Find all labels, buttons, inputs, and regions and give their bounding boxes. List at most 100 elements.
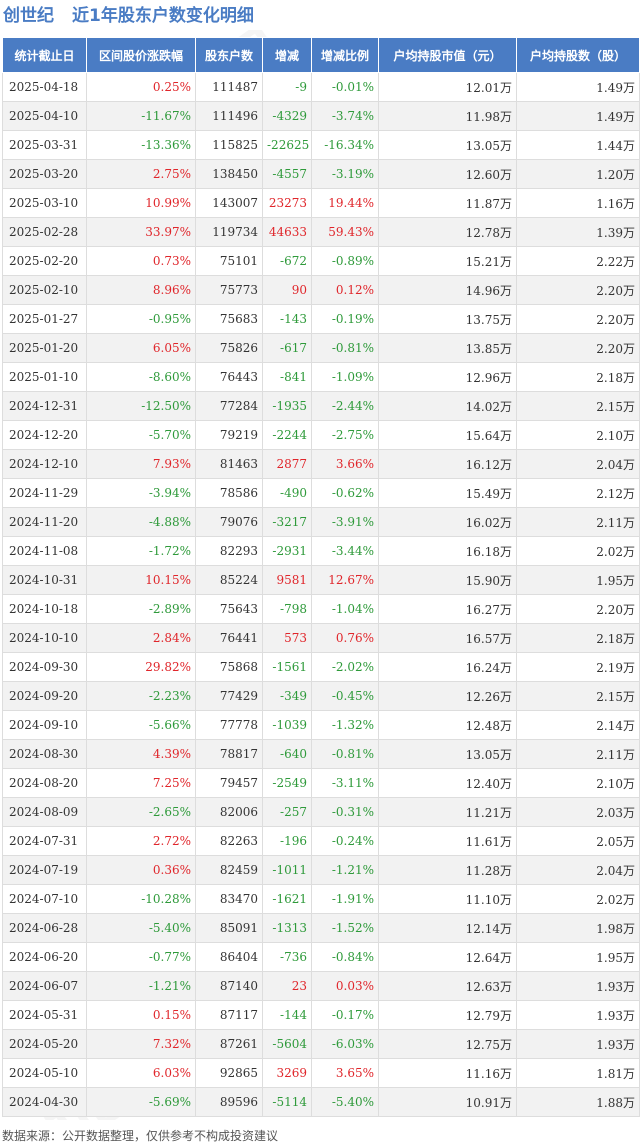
cell-change-ratio: -0.62% [311, 478, 379, 508]
table-row: 2025-02-28 33.97% 119734 44633 59.43% 12.78万 1… [2, 217, 640, 247]
table-row: 2024-09-10 -5.66% 77778 -1039 -1.32% 12.48万 2.… [2, 710, 640, 740]
cell-change-ratio: -0.81% [311, 739, 379, 769]
cell-avg-shares: 2.11万 [516, 739, 640, 769]
cell-date: 2024-09-30 [2, 652, 87, 682]
cell-date: 2024-08-09 [2, 797, 87, 827]
cell-change-ratio: 0.12% [311, 275, 379, 305]
cell-price-change: -3.94% [86, 478, 196, 508]
col-header-date[interactable]: 统计截止日 [2, 37, 87, 73]
table-row: 2024-07-19 0.36% 82459 -1011 -1.21% 11.28万 2.0… [2, 855, 640, 885]
cell-change-ratio: 3.66% [311, 449, 379, 479]
cell-date: 2024-07-10 [2, 884, 87, 914]
col-header-price-change[interactable]: 区间股价涨跌幅 [86, 37, 196, 73]
cell-holders: 86404 [195, 942, 263, 972]
cell-holders: 79457 [195, 768, 263, 798]
cell-date: 2024-08-20 [2, 768, 87, 798]
cell-price-change: -5.66% [86, 710, 196, 740]
table-row: 2025-01-10 -8.60% 76443 -841 -1.09% 12.96万 2.1… [2, 362, 640, 392]
cell-change: -22625 [262, 130, 312, 160]
cell-change: 44633 [262, 217, 312, 247]
cell-avg-value: 15.90万 [378, 565, 517, 595]
cell-holders: 82263 [195, 826, 263, 856]
cell-change: -1935 [262, 391, 312, 421]
cell-avg-shares: 1.93万 [516, 971, 640, 1001]
cell-change-ratio: -3.44% [311, 536, 379, 566]
cell-price-change: -4.88% [86, 507, 196, 537]
cell-holders: 75826 [195, 333, 263, 363]
cell-avg-value: 15.49万 [378, 478, 517, 508]
cell-holders: 77778 [195, 710, 263, 740]
shareholder-table: 统计截止日 区间股价涨跌幅 股东户数 增减 增减比例 户均持股市值（元） 户均持… [2, 37, 640, 1117]
table-row: 2025-02-20 0.73% 75101 -672 -0.89% 15.21万 2.22… [2, 246, 640, 276]
cell-avg-value: 14.96万 [378, 275, 517, 305]
cell-date: 2024-06-07 [2, 971, 87, 1001]
table-row: 2025-03-10 10.99% 143007 23273 19.44% 11.87万 1… [2, 188, 640, 218]
col-header-avg-value[interactable]: 户均持股市值（元） [378, 37, 517, 73]
cell-avg-value: 11.28万 [378, 855, 517, 885]
cell-avg-value: 12.60万 [378, 159, 517, 189]
table-row: 2024-06-07 -1.21% 87140 23 0.03% 12.63万 1.93万 [2, 971, 640, 1001]
cell-avg-shares: 2.20万 [516, 333, 640, 363]
cell-change-ratio: -0.45% [311, 681, 379, 711]
cell-change: -1621 [262, 884, 312, 914]
cell-holders: 85224 [195, 565, 263, 595]
cell-date: 2024-09-10 [2, 710, 87, 740]
cell-change: -490 [262, 478, 312, 508]
cell-price-change: 0.73% [86, 246, 196, 276]
cell-avg-value: 12.40万 [378, 768, 517, 798]
cell-avg-shares: 2.05万 [516, 826, 640, 856]
cell-change-ratio: -2.75% [311, 420, 379, 450]
cell-avg-value: 16.24万 [378, 652, 517, 682]
cell-holders: 115825 [195, 130, 263, 160]
table-body: 2025-04-18 0.25% 111487 -9 -0.01% 12.01万 1.49万… [2, 72, 640, 1117]
cell-change-ratio: -6.03% [311, 1029, 379, 1059]
cell-date: 2024-09-20 [2, 681, 87, 711]
cell-price-change: 29.82% [86, 652, 196, 682]
cell-change-ratio: -0.01% [311, 72, 379, 102]
table-row: 2024-07-10 -10.28% 83470 -1621 -1.91% 11.10万 2… [2, 884, 640, 914]
cell-change-ratio: -16.34% [311, 130, 379, 160]
cell-avg-value: 12.64万 [378, 942, 517, 972]
cell-avg-value: 13.05万 [378, 739, 517, 769]
table-row: 2024-08-30 4.39% 78817 -640 -0.81% 13.05万 2.11… [2, 739, 640, 769]
cell-change-ratio: -1.04% [311, 594, 379, 624]
cell-change: -1561 [262, 652, 312, 682]
cell-date: 2024-05-20 [2, 1029, 87, 1059]
cell-avg-value: 11.98万 [378, 101, 517, 131]
table-row: 2024-09-20 -2.23% 77429 -349 -0.45% 12.26万 2.1… [2, 681, 640, 711]
cell-avg-value: 12.78万 [378, 217, 517, 247]
cell-change-ratio: -1.91% [311, 884, 379, 914]
cell-holders: 75101 [195, 246, 263, 276]
col-header-change-ratio[interactable]: 增减比例 [311, 37, 379, 73]
cell-date: 2025-03-31 [2, 130, 87, 160]
cell-price-change: -10.28% [86, 884, 196, 914]
cell-change: 90 [262, 275, 312, 305]
cell-change-ratio: -3.19% [311, 159, 379, 189]
table-row: 2024-05-20 7.32% 87261 -5604 -6.03% 12.75万 1.9… [2, 1029, 640, 1059]
cell-change: -1313 [262, 913, 312, 943]
col-header-holders[interactable]: 股东户数 [195, 37, 263, 73]
cell-price-change: 0.36% [86, 855, 196, 885]
cell-price-change: -11.67% [86, 101, 196, 131]
cell-price-change: -2.65% [86, 797, 196, 827]
cell-avg-shares: 2.02万 [516, 884, 640, 914]
cell-change-ratio: 12.67% [311, 565, 379, 595]
cell-holders: 81463 [195, 449, 263, 479]
cell-avg-value: 13.85万 [378, 333, 517, 363]
cell-date: 2025-02-28 [2, 217, 87, 247]
cell-avg-value: 16.18万 [378, 536, 517, 566]
cell-date: 2024-05-10 [2, 1058, 87, 1088]
cell-change: -4557 [262, 159, 312, 189]
cell-price-change: 6.03% [86, 1058, 196, 1088]
cell-avg-value: 11.21万 [378, 797, 517, 827]
col-header-change[interactable]: 增减 [262, 37, 312, 73]
cell-change: -5114 [262, 1087, 312, 1117]
cell-change: -349 [262, 681, 312, 711]
col-header-avg-shares[interactable]: 户均持股数（股） [516, 37, 640, 73]
cell-change-ratio: 0.03% [311, 971, 379, 1001]
cell-avg-shares: 1.95万 [516, 565, 640, 595]
cell-price-change: 10.15% [86, 565, 196, 595]
cell-price-change: -0.77% [86, 942, 196, 972]
cell-avg-shares: 2.19万 [516, 652, 640, 682]
cell-date: 2025-01-10 [2, 362, 87, 392]
